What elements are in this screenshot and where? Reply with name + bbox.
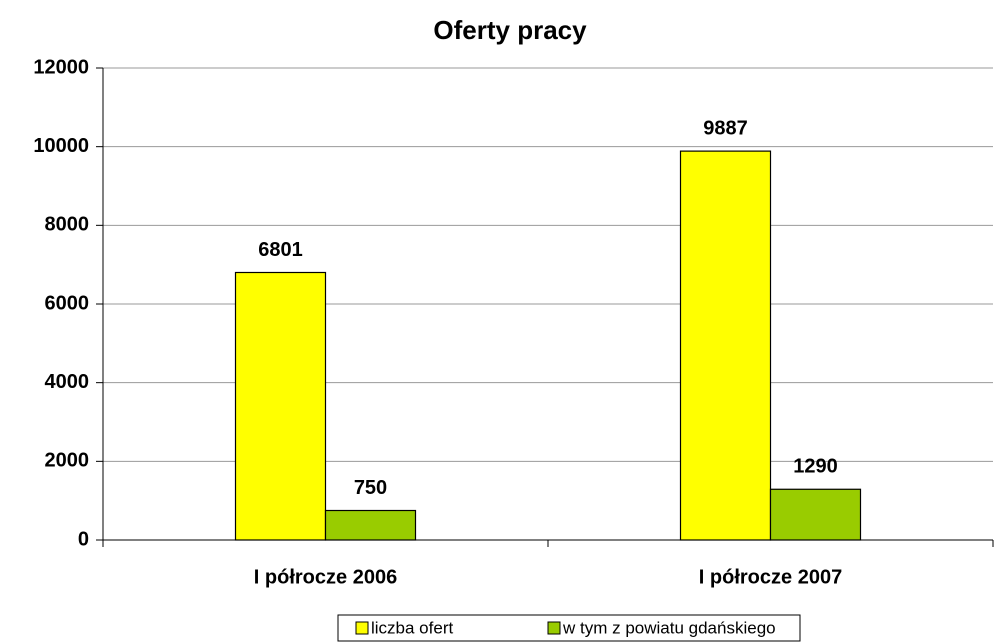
y-tick-label: 8000 xyxy=(45,214,90,236)
chart-title: Oferty pracy xyxy=(433,15,587,45)
legend-box xyxy=(337,614,801,642)
bar xyxy=(769,488,862,541)
legend-label: w tym z powiatu gdańskiego xyxy=(562,618,776,637)
y-tick-label: 12000 xyxy=(33,56,89,78)
legend-swatch xyxy=(547,621,561,635)
y-tick-label: 2000 xyxy=(45,450,90,472)
y-tick-label: 4000 xyxy=(45,371,90,393)
y-tick-label: 6000 xyxy=(45,292,90,314)
data-label: 9887 xyxy=(703,117,748,139)
bar xyxy=(679,150,772,541)
x-tick-label: I półrocze 2006 xyxy=(254,566,397,588)
legend-label: liczba ofert xyxy=(371,618,453,637)
x-tick-label: I półrocze 2007 xyxy=(699,566,842,588)
data-label: 750 xyxy=(354,477,387,499)
data-label: 6801 xyxy=(258,239,303,261)
legend-swatch xyxy=(355,621,369,635)
bar xyxy=(324,509,417,541)
y-tick-label: 0 xyxy=(78,528,89,550)
y-tick-label: 10000 xyxy=(33,135,89,157)
data-label: 1290 xyxy=(793,456,838,478)
bar xyxy=(234,271,327,541)
